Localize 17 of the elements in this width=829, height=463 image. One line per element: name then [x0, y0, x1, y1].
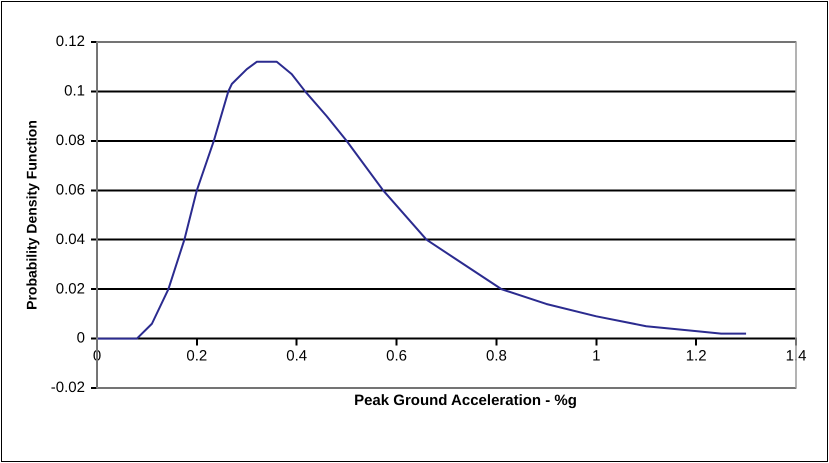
y-tick-label: 0.1	[64, 82, 85, 100]
y-tick-label: 0.12	[56, 33, 85, 50]
y-tick-label: 0.04	[56, 230, 85, 248]
y-tick-label: -0.02	[50, 379, 85, 396]
x-tick-label: 1.2	[686, 348, 707, 365]
x-tick-label: 1	[592, 348, 600, 365]
y-tick-label: 0.02	[56, 280, 85, 298]
x-tick-label: 0.6	[386, 348, 407, 365]
x-tick-label: 0.2	[186, 348, 208, 365]
y-tick-label: 0.06	[56, 181, 85, 198]
x-tick-label: 1.4	[786, 348, 806, 365]
y-tick-label: 0	[76, 330, 85, 347]
y-tick-label: 0.08	[56, 132, 85, 149]
x-tick-label: 0.8	[486, 348, 507, 365]
x-tick-label: 0.4	[286, 348, 308, 365]
y-axis-title: Probability Density Function	[23, 120, 40, 310]
x-axis-title: Peak Ground Acceleration - %g	[353, 392, 578, 409]
